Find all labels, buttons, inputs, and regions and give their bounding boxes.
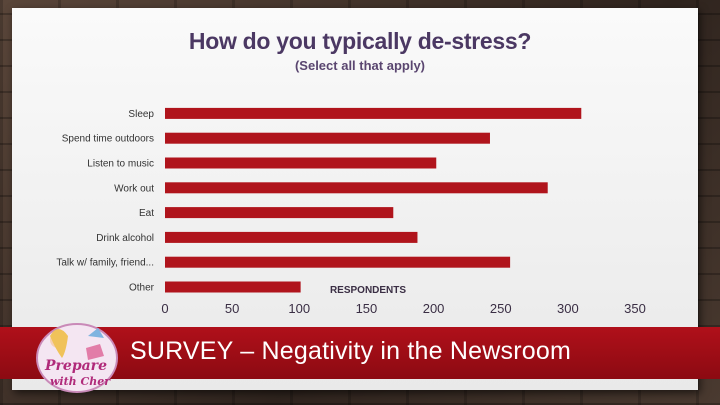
bar <box>165 182 548 194</box>
x-tick-label: 100 <box>288 301 310 316</box>
bar <box>165 132 490 144</box>
svg-text:Prepare: Prepare <box>44 358 107 374</box>
category-label: Spend time outdoors <box>62 134 154 145</box>
category-label: Work out <box>114 183 154 194</box>
category-label: Drink alcohol <box>96 233 154 244</box>
category-label: Talk w/ family, friend... <box>56 258 154 269</box>
bar <box>165 207 394 219</box>
chart-subtitle: (Select all that apply) <box>294 58 426 73</box>
x-tick-label: 0 <box>161 301 168 316</box>
x-tick-label: 350 <box>624 301 646 316</box>
title-banner <box>0 327 720 379</box>
category-label: Eat <box>139 208 154 219</box>
category-label: Sleep <box>128 109 154 120</box>
category-labels: Sleep Spend time outdoors Listen to music W… <box>56 109 154 294</box>
category-label: Listen to music <box>87 159 154 170</box>
x-tick-label: 150 <box>356 301 378 316</box>
bar <box>165 256 511 268</box>
x-tick-label: 200 <box>423 301 445 316</box>
x-axis-label: RESPONDENTS <box>330 285 406 296</box>
bar <box>165 281 301 293</box>
category-label: Other <box>129 283 155 294</box>
tick-labels: 0 50 100 150 200 250 300 350 <box>161 301 645 316</box>
bar <box>165 157 437 169</box>
bars-layer <box>165 107 582 293</box>
slide-card <box>12 8 698 390</box>
bar <box>165 231 418 243</box>
banner-title: SURVEY – Negativity in the Newsroom <box>130 337 571 365</box>
x-tick-label: 300 <box>557 301 579 316</box>
x-tick-label: 250 <box>490 301 512 316</box>
prepare-with-cher-logo: Prepare with Cher <box>36 323 118 393</box>
svg-text:with Cher: with Cher <box>50 375 111 388</box>
x-tick-label: 50 <box>225 301 239 316</box>
bar-chart: Sleep Spend time outdoors Listen to music W… <box>56 107 646 316</box>
chart-title: How do you typically de-stress? <box>188 28 532 54</box>
bar <box>165 107 582 119</box>
